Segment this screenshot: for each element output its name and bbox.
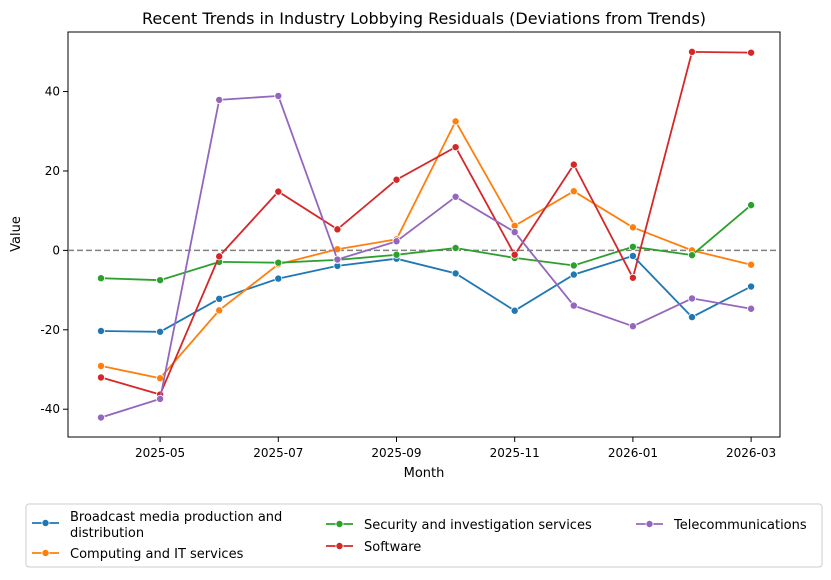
data-point [392, 175, 401, 184]
x-tick-label: 2026-03 [726, 446, 776, 460]
data-point [569, 301, 578, 310]
legend-swatch-marker [335, 520, 344, 529]
data-point [747, 48, 756, 57]
data-point [688, 313, 697, 322]
legend-label: Security and investigation services [364, 518, 592, 533]
legend-label: Software [364, 540, 421, 555]
data-point [628, 322, 637, 331]
x-tick-label: 2026-01 [608, 446, 658, 460]
data-point [688, 294, 697, 303]
legend-label: Telecommunications [673, 518, 807, 533]
legend-swatch-marker [645, 520, 654, 529]
data-point [451, 117, 460, 126]
data-point [156, 327, 165, 336]
x-tick-label: 2025-05 [135, 446, 185, 460]
y-axis-ticks: -40 -20 0 20 40 [40, 85, 68, 416]
data-point [215, 95, 224, 104]
data-point [274, 274, 283, 283]
legend: Broadcast media production and distributi… [25, 503, 823, 568]
series-line [100, 204, 752, 282]
data-point [215, 306, 224, 315]
data-point [628, 273, 637, 282]
legend-swatch-marker [41, 519, 50, 528]
legend-item: Computing and IT services [32, 547, 244, 562]
series-line [100, 50, 752, 396]
series-group [97, 47, 756, 422]
data-point [569, 187, 578, 196]
series-4 [97, 91, 756, 422]
data-point [97, 361, 106, 370]
data-point [747, 304, 756, 313]
data-point [274, 258, 283, 267]
data-point [628, 242, 637, 251]
data-point [569, 261, 578, 270]
x-tick-label: 2025-07 [253, 446, 303, 460]
data-point [451, 192, 460, 201]
data-point [333, 225, 342, 234]
y-tick-label: -40 [40, 402, 60, 416]
chart-title: Recent Trends in Industry Lobbying Resid… [142, 9, 706, 28]
data-point [274, 91, 283, 100]
legend-item: Telecommunications [636, 518, 807, 533]
x-tick-label: 2025-09 [371, 446, 421, 460]
series-3 [97, 47, 756, 399]
series-line [100, 254, 752, 333]
data-point [392, 250, 401, 259]
data-point [215, 252, 224, 261]
data-point [747, 260, 756, 269]
y-axis-label: Value [9, 216, 24, 252]
data-point [451, 243, 460, 252]
data-point [747, 282, 756, 291]
x-axis-label: Month [404, 466, 445, 481]
data-point [510, 306, 519, 315]
legend-item: Broadcast media production and distributi… [32, 510, 282, 541]
legend-item: Software [326, 540, 421, 555]
data-point [215, 294, 224, 303]
legend-item: Security and investigation services [326, 518, 592, 533]
legend-swatch-marker [335, 542, 344, 551]
y-tick-label: 0 [52, 243, 60, 257]
data-point [97, 274, 106, 283]
data-point [451, 269, 460, 278]
legend-label: Computing and IT services [70, 547, 244, 562]
data-point [510, 250, 519, 259]
data-point [747, 201, 756, 210]
data-point [97, 413, 106, 422]
data-point [569, 270, 578, 279]
series-0 [97, 251, 756, 336]
plot-area [67, 31, 781, 438]
data-point [688, 251, 697, 260]
data-point [97, 373, 106, 382]
series-line [100, 119, 752, 380]
data-point [688, 47, 697, 56]
x-tick-label: 2025-11 [490, 446, 540, 460]
y-tick-label: 40 [45, 85, 60, 99]
data-point [392, 237, 401, 246]
data-point [628, 223, 637, 232]
y-tick-label: 20 [45, 164, 60, 178]
data-point [274, 187, 283, 196]
data-point [156, 276, 165, 285]
data-point [97, 326, 106, 335]
data-point [333, 255, 342, 264]
legend-swatch-marker [41, 549, 50, 558]
y-tick-label: -20 [40, 323, 60, 337]
series-line [100, 94, 752, 419]
x-axis-ticks: 2025-05 2025-07 2025-09 2025-11 2026-01 2026-… [135, 437, 776, 460]
data-point [510, 228, 519, 237]
data-point [451, 143, 460, 152]
legend-box [25, 503, 823, 568]
legend-label: Broadcast media production and distributi… [70, 510, 282, 541]
data-point [156, 394, 165, 403]
data-point [628, 251, 637, 260]
data-point [569, 160, 578, 169]
data-point [156, 374, 165, 383]
